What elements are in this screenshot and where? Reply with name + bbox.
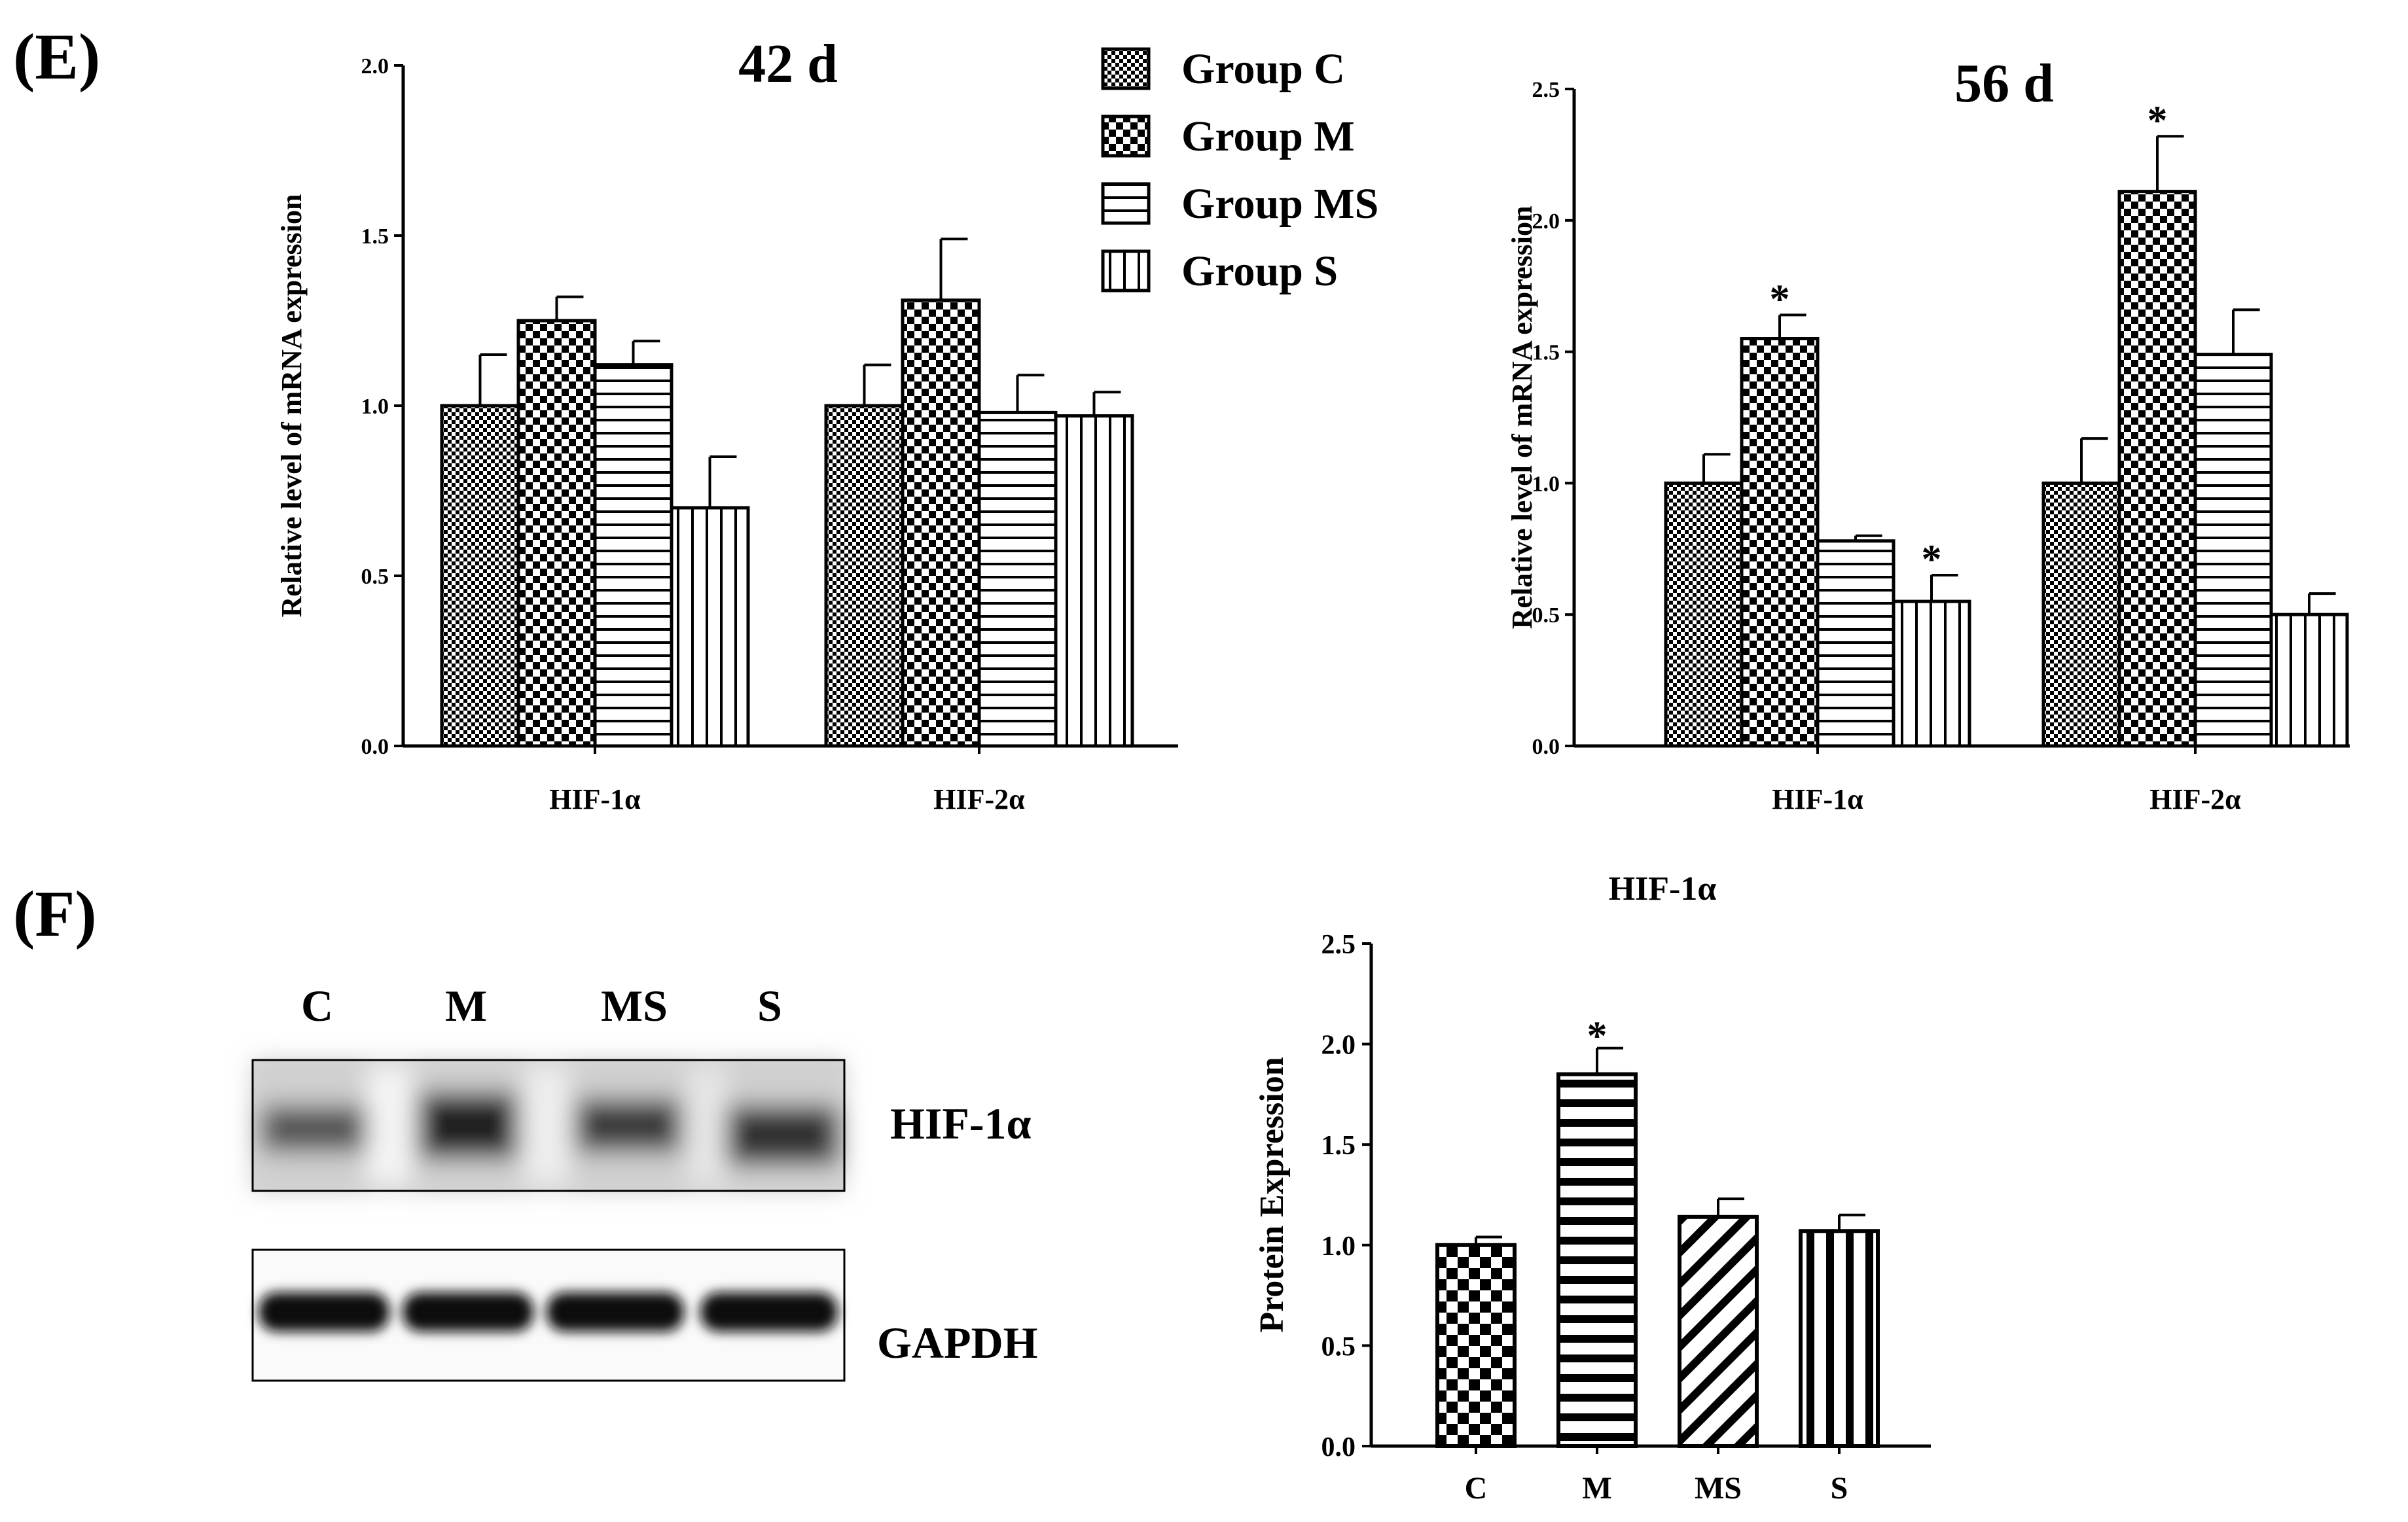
bar xyxy=(1054,414,1134,748)
y-tick-label: 2.0 xyxy=(1321,1031,1356,1061)
y-tick-label: 0.0 xyxy=(1321,1432,1356,1462)
wb-lane-label: MS xyxy=(601,981,668,1031)
x-category-label: HIF-2α xyxy=(2149,783,2241,815)
chart-56d: 0.0 0.5 1.0 1.5 2.0 2.5 Relative level of mRNA… xyxy=(1506,53,2350,815)
chart-title: 42 d xyxy=(738,33,838,94)
bar xyxy=(1435,1243,1517,1449)
western-blot: C M MS S xyxy=(251,981,1038,1382)
significance-star: * xyxy=(2147,98,2168,143)
bar xyxy=(516,319,597,748)
bar xyxy=(1664,481,1744,748)
wb-lane-label: M xyxy=(445,981,487,1031)
wb-band-label: GAPDH xyxy=(877,1318,1038,1368)
chart-legend: Group C Group M Group MS Group S xyxy=(1101,45,1378,295)
bar xyxy=(1678,1214,1759,1448)
y-tick-label: 0.0 xyxy=(1532,735,1560,759)
chart-protein: 0.0 0.5 1.0 1.5 2.0 2.5 Protein Expression HIF-… xyxy=(1253,870,1931,1506)
wb-band-label: HIF-1α xyxy=(890,1099,1032,1148)
significance-star: * xyxy=(1770,277,1790,321)
bar xyxy=(1892,599,1971,748)
bar xyxy=(977,410,1058,748)
y-axis-title: Protein Expression xyxy=(1253,1057,1291,1332)
y-tick-label: 1.0 xyxy=(361,395,389,419)
legend-label: Group S xyxy=(1181,247,1338,295)
wb-lane-label: C xyxy=(301,981,333,1031)
bar xyxy=(1556,1072,1638,1449)
y-tick-label: 0.5 xyxy=(361,565,389,589)
legend-label: Group MS xyxy=(1181,180,1378,228)
x-category-label: C xyxy=(1465,1471,1488,1506)
legend-label: Group M xyxy=(1181,113,1355,160)
x-category-label: HIF-1α xyxy=(549,783,641,815)
bar xyxy=(2269,612,2349,748)
bar xyxy=(440,404,520,748)
bar xyxy=(2117,190,2197,748)
significance-star: * xyxy=(1587,1014,1608,1059)
legend-swatch xyxy=(1101,115,1151,158)
bar xyxy=(593,363,674,748)
y-tick-label: 2.0 xyxy=(1532,209,1560,234)
bar xyxy=(901,298,981,748)
y-tick-label: 1.5 xyxy=(1532,341,1560,365)
x-category-label: S xyxy=(1831,1471,1848,1506)
y-tick-label: 1.5 xyxy=(361,224,389,249)
legend-label: Group C xyxy=(1181,45,1345,93)
legend-swatch xyxy=(1101,249,1151,292)
legend-swatch xyxy=(1101,182,1151,225)
y-tick-label: 1.0 xyxy=(1321,1231,1356,1262)
chart-title: 56 d xyxy=(1954,53,2054,114)
bar xyxy=(824,404,905,748)
y-axis-title: Relative level of mRNA expression xyxy=(276,194,308,618)
panel-label-e: (E) xyxy=(13,20,100,93)
y-tick-label: 2.5 xyxy=(1532,78,1560,102)
y-tick-label: 0.0 xyxy=(361,735,389,759)
wb-band-hif1a xyxy=(251,1059,846,1192)
bar xyxy=(2193,353,2273,748)
x-category-label: HIF-2α xyxy=(933,783,1025,815)
y-tick-label: 1.0 xyxy=(1532,472,1560,496)
y-tick-label: 0.5 xyxy=(1532,603,1560,628)
legend-swatch xyxy=(1101,47,1151,90)
y-tick-label: 0.5 xyxy=(1321,1332,1356,1362)
x-category-label: MS xyxy=(1695,1471,1742,1506)
y-tick-label: 1.5 xyxy=(1321,1131,1356,1161)
significance-star: * xyxy=(1922,537,1942,582)
y-tick-label: 2.0 xyxy=(361,54,389,79)
bar xyxy=(1816,539,1896,748)
y-axis-title: Relative level of mRNA expression xyxy=(1506,206,1538,629)
wb-band-gapdh xyxy=(251,1248,846,1382)
bar xyxy=(2041,481,2121,748)
y-tick-label: 2.5 xyxy=(1321,930,1356,960)
bar xyxy=(1799,1229,1880,1449)
chart-title: HIF-1α xyxy=(1609,870,1717,908)
bar xyxy=(1740,337,1820,748)
x-category-label: M xyxy=(1582,1471,1611,1506)
chart-42d: 0.0 0.5 1.0 1.5 2.0 Relative level of mRNA ex… xyxy=(276,33,1178,815)
panel-label-f: (F) xyxy=(13,877,97,950)
wb-lane-label: S xyxy=(757,981,782,1031)
x-category-label: HIF-1α xyxy=(1772,783,1863,815)
bar xyxy=(670,506,750,748)
